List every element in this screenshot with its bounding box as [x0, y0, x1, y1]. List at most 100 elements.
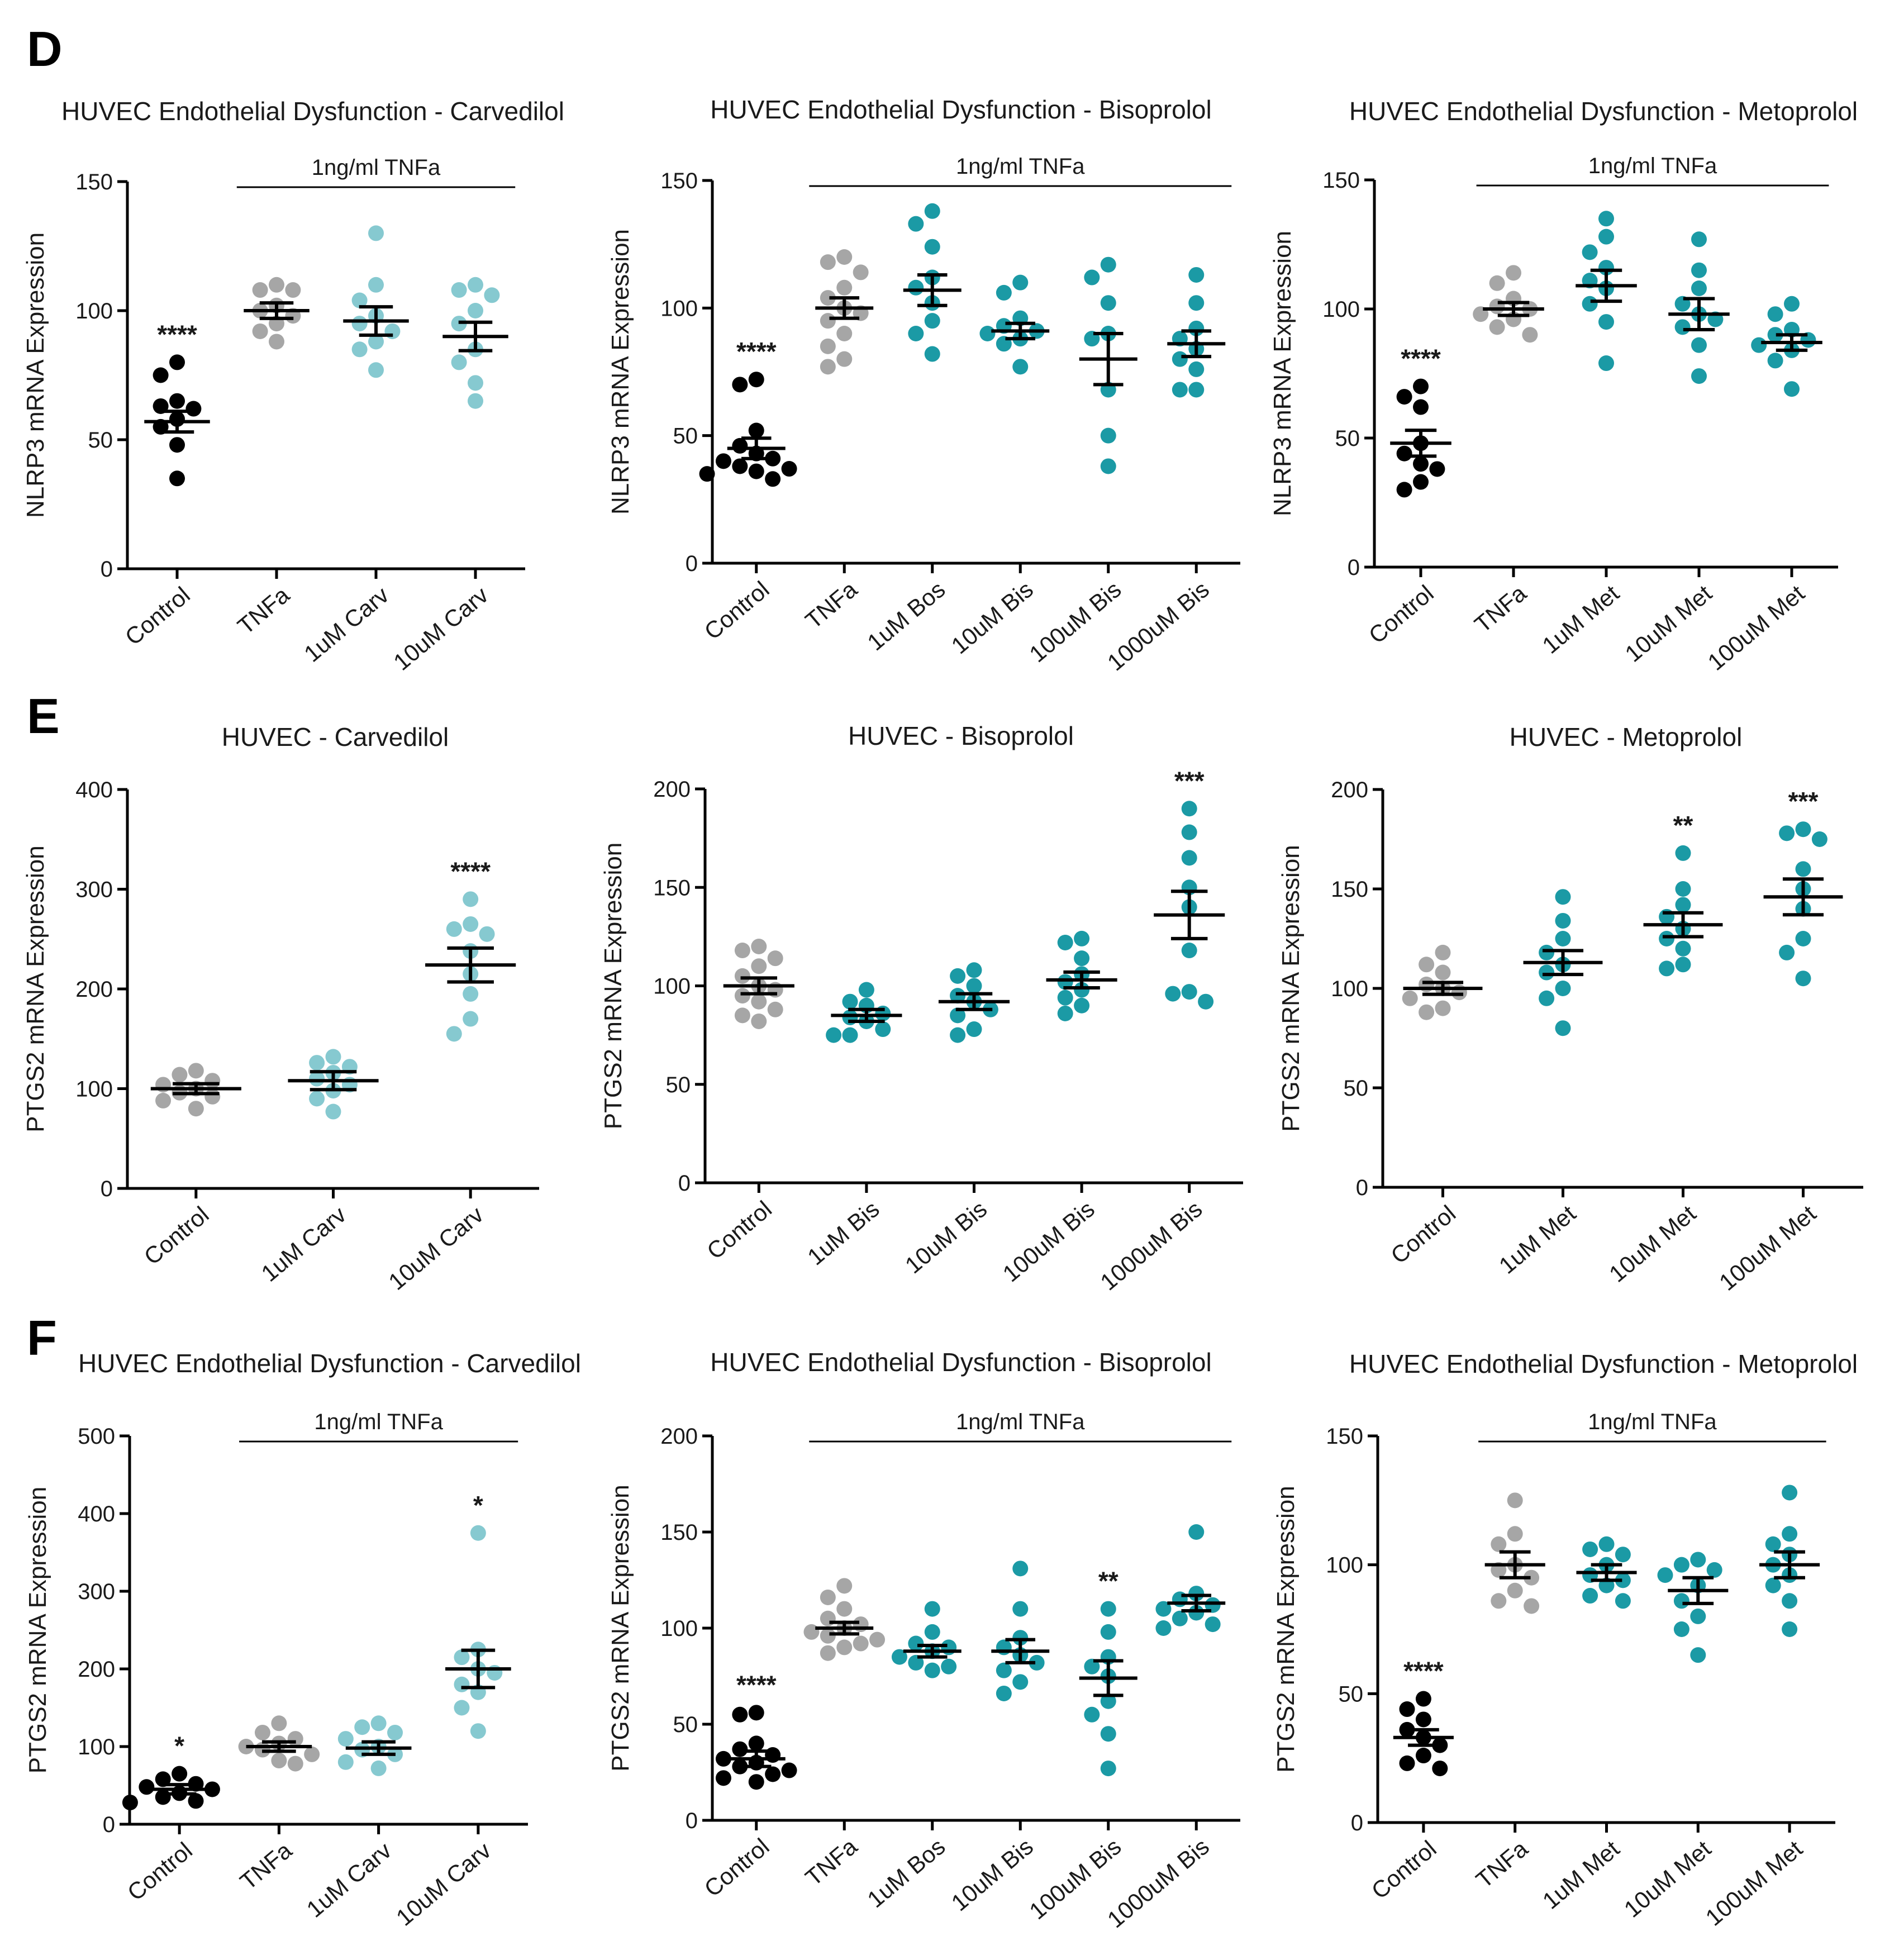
data-point: [185, 401, 202, 417]
data-point: [1598, 229, 1614, 245]
data-point: [463, 986, 479, 1002]
data-point: [1205, 1597, 1221, 1613]
chart-title: HUVEC Endothelial Dysfunction - Metoprol…: [1349, 97, 1858, 126]
y-tick-label: 100: [653, 974, 691, 999]
x-tick-label: TNFa: [232, 581, 294, 639]
data-point: [1399, 1755, 1415, 1771]
data-point: [699, 466, 715, 482]
data-point: [271, 1753, 287, 1769]
y-tick-label: 150: [1326, 1424, 1363, 1449]
y-tick-label: 100: [660, 296, 698, 321]
data-point: [908, 216, 924, 232]
data-point: [1074, 982, 1090, 998]
data-point: [1012, 1674, 1029, 1690]
data-point: [1155, 1620, 1172, 1636]
series-3: **: [1643, 811, 1723, 977]
data-point: [1675, 940, 1691, 957]
y-axis-label: PTGS2 mRNA Expression: [24, 1487, 51, 1774]
data-point: [1100, 458, 1116, 474]
x-tick-label: Control: [699, 576, 774, 645]
data-point: [1673, 1557, 1689, 1573]
data-point: [351, 292, 368, 308]
data-point: [748, 372, 764, 388]
data-point: [1012, 274, 1029, 291]
data-point: [842, 993, 858, 1010]
data-point: [781, 461, 797, 477]
data-point: [1181, 943, 1197, 959]
data-point: [1690, 1647, 1706, 1663]
data-point: [1057, 989, 1073, 1006]
data-point: [1779, 825, 1795, 841]
significance-label: *: [174, 1731, 184, 1761]
data-point: [1413, 474, 1429, 490]
data-point: [1555, 889, 1571, 905]
data-point: [387, 1724, 403, 1740]
data-point: [908, 279, 924, 296]
data-point: [1396, 482, 1412, 498]
data-point: [468, 277, 483, 293]
x-tick-label: 1uM Met: [1537, 580, 1624, 659]
data-point: [454, 1700, 470, 1716]
data-point: [368, 225, 384, 241]
data-point: [337, 1731, 354, 1747]
y-tick-label: 100: [78, 1735, 115, 1759]
data-point: [1795, 971, 1811, 987]
panel-letter-f: F: [27, 1310, 57, 1366]
series-1: ****: [144, 320, 210, 487]
data-point: [908, 1654, 924, 1671]
data-point: [287, 1756, 303, 1772]
y-tick-label: 100: [1322, 297, 1360, 322]
y-tick-label: 200: [78, 1657, 115, 1682]
data-point: [826, 1027, 842, 1043]
y-tick-label: 150: [75, 170, 113, 194]
y-tick-label: 50: [666, 1073, 691, 1097]
x-tick-label: 100uM Bis: [998, 1196, 1100, 1287]
data-point: [269, 277, 284, 293]
data-point: [484, 287, 500, 303]
series-2: [238, 1715, 320, 1772]
series-1: [150, 1063, 241, 1117]
chart-title: HUVEC Endothelial Dysfunction - Carvedil…: [61, 97, 564, 126]
series-2: [288, 1049, 379, 1120]
data-point: [309, 1055, 325, 1071]
data-point: [271, 1715, 287, 1731]
data-point: [820, 1645, 836, 1661]
series-3: [938, 962, 1010, 1043]
data-point: [1074, 930, 1090, 946]
series-3: [343, 225, 409, 378]
chart-title: HUVEC - Metoprolol: [1510, 722, 1743, 751]
chart-6: HUVEC - Metoprolol 0 50 100 150 200 PTGS2 mRNA…: [1277, 722, 1863, 1296]
data-point: [1012, 1601, 1029, 1617]
data-point: [1598, 211, 1614, 227]
y-tick-label: 50: [88, 428, 113, 453]
data-point: [1432, 1737, 1448, 1753]
data-point: [1413, 378, 1429, 394]
treatment-bracket-label: 1ng/ml TNFa: [1588, 154, 1717, 178]
data-point: [468, 375, 483, 391]
data-point: [454, 1649, 470, 1666]
x-tick-label: 1uM Bos: [862, 1833, 950, 1913]
series-3: [891, 1601, 962, 1678]
data-point: [1524, 1569, 1540, 1586]
series-5: [1751, 296, 1822, 397]
data-point: [1489, 319, 1505, 335]
chart-2: HUVEC Endothelial Dysfunction - Bisoprol…: [607, 95, 1240, 675]
y-tick-label: 50: [673, 424, 698, 449]
data-point: [1181, 801, 1197, 817]
data-point: [354, 1719, 370, 1735]
data-point: [172, 1067, 188, 1083]
data-point: [1691, 337, 1707, 353]
data-point: [1582, 1541, 1598, 1557]
data-point: [370, 1760, 387, 1776]
data-point: [1012, 1561, 1029, 1577]
data-point: [966, 1021, 982, 1038]
data-point: [1690, 1552, 1706, 1568]
data-point: [1435, 944, 1451, 960]
x-tick-label: Control: [1367, 1835, 1441, 1904]
series-3: [1576, 1536, 1637, 1609]
x-tick-label: 1uM Bos: [862, 576, 950, 656]
series-4: [1668, 231, 1730, 384]
charts-group: HUVEC Endothelial Dysfunction - Carvedil…: [22, 95, 1863, 1933]
y-axis-label: PTGS2 mRNA Expression: [607, 1485, 634, 1772]
x-tick-label: Control: [1364, 580, 1439, 649]
